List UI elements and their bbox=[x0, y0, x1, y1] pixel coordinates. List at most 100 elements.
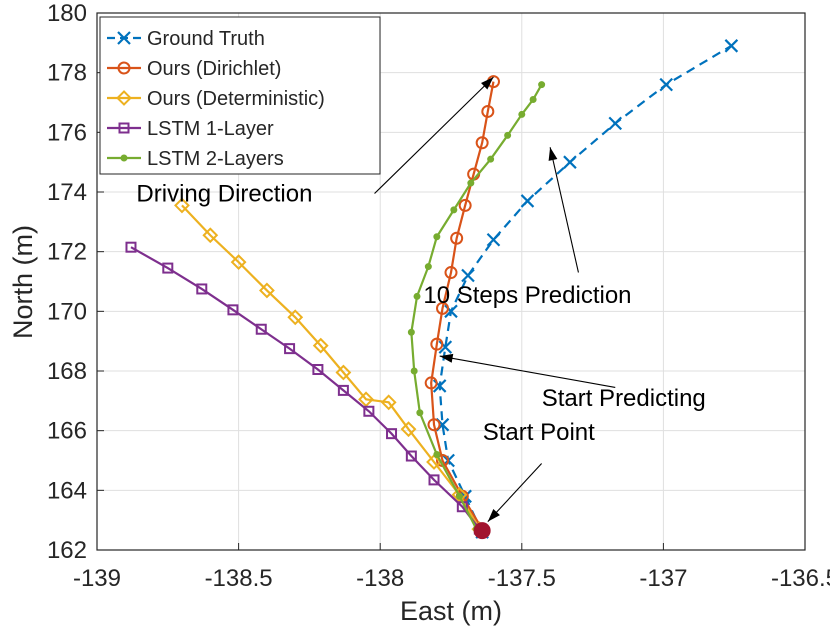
dot-marker bbox=[529, 96, 537, 104]
circle-marker bbox=[475, 136, 489, 150]
circle-marker bbox=[436, 301, 450, 315]
annotation-driving: Driving Direction bbox=[136, 76, 494, 207]
circle-marker bbox=[430, 337, 444, 351]
legend-label: Ours (Deterministic) bbox=[147, 88, 325, 110]
y-tick-label: 164 bbox=[47, 477, 87, 504]
circle-marker bbox=[424, 376, 438, 390]
diamond-marker bbox=[426, 454, 442, 470]
dot-marker bbox=[416, 409, 424, 417]
legend-label: LSTM 2-Layers bbox=[147, 148, 284, 170]
x-tick-label: -136.5 bbox=[771, 565, 830, 592]
x-marker bbox=[608, 116, 623, 131]
annotation-layer: Driving Direction 10 Steps Prediction Star… bbox=[136, 76, 706, 523]
square-marker bbox=[255, 323, 267, 335]
annotation-label: Start Predicting bbox=[542, 385, 706, 412]
annotation-arrow-head bbox=[487, 509, 500, 522]
annotation-arrow-head bbox=[481, 77, 494, 90]
square-marker bbox=[386, 428, 398, 440]
circle-marker bbox=[427, 418, 441, 432]
x-marker bbox=[659, 77, 674, 92]
dot-marker bbox=[455, 492, 463, 500]
legend-entry: Ours (Deterministic) bbox=[107, 88, 325, 110]
annotation-startpt: Start Point bbox=[483, 419, 595, 523]
legend-label: LSTM 1-Layer bbox=[147, 118, 274, 140]
annotation-arrow-line bbox=[439, 355, 616, 388]
circle-marker bbox=[458, 198, 472, 212]
annotation-arrow-head bbox=[548, 147, 558, 161]
dot-marker bbox=[538, 81, 546, 89]
legend-box bbox=[99, 16, 381, 175]
x-marker bbox=[724, 39, 739, 53]
diamond-marker bbox=[400, 421, 417, 438]
x-tick-label: -139 bbox=[73, 565, 121, 592]
legend-entry: Ours (Dirichlet) bbox=[107, 58, 281, 80]
x-tick-label: -138 bbox=[356, 565, 404, 592]
dot-marker bbox=[413, 292, 421, 300]
annotation-label: 10 Steps Prediction bbox=[423, 282, 631, 309]
x-marker bbox=[117, 31, 131, 45]
dot-marker bbox=[433, 233, 441, 241]
annotation-arrow-line bbox=[374, 76, 494, 194]
dot-marker bbox=[518, 110, 526, 118]
y-tick-label: 166 bbox=[47, 418, 87, 445]
diamond-marker bbox=[202, 227, 219, 244]
annotation-label: Driving Direction bbox=[136, 180, 312, 207]
y-tick-label: 174 bbox=[47, 179, 87, 206]
series-line bbox=[438, 44, 732, 533]
legend-entry: LSTM 1-Layer bbox=[107, 118, 274, 140]
square-marker bbox=[284, 343, 296, 355]
circle-marker bbox=[444, 266, 458, 280]
diamond-marker bbox=[287, 309, 304, 326]
diamond-marker bbox=[380, 394, 397, 411]
dot-marker bbox=[487, 155, 495, 163]
diamond-marker bbox=[116, 90, 132, 106]
x-marker bbox=[461, 268, 475, 283]
legend-label: Ground Truth bbox=[147, 28, 265, 50]
x-tick-labels: -139 -138.5 -138 -137.5 -137 -136.5 bbox=[73, 565, 830, 592]
annotation-arrow-line bbox=[487, 463, 543, 523]
dot-marker bbox=[504, 131, 512, 139]
dot-marker bbox=[120, 154, 128, 162]
square-marker bbox=[125, 241, 137, 253]
diamond-marker bbox=[259, 282, 275, 299]
legend-label: Ours (Dirichlet) bbox=[147, 58, 281, 80]
series-line bbox=[181, 204, 481, 530]
dot-marker bbox=[410, 367, 418, 375]
annotation-predicting: Start Predicting bbox=[439, 353, 706, 412]
x-tick-label: -137 bbox=[639, 565, 687, 592]
y-tick-labels: 162 164 166 168 170 172 174 176 178 180 bbox=[47, 0, 87, 564]
square-marker bbox=[363, 405, 375, 417]
dot-marker bbox=[450, 206, 458, 214]
legend-entry: Ground Truth bbox=[107, 28, 265, 50]
circle-marker bbox=[481, 104, 495, 118]
y-axis-label: North (m) bbox=[8, 225, 38, 339]
dot-marker bbox=[467, 179, 475, 187]
dot-marker bbox=[433, 451, 441, 459]
x-tick-label: -138.5 bbox=[205, 565, 273, 592]
y-tick-label: 172 bbox=[47, 239, 87, 266]
square-marker bbox=[162, 262, 174, 274]
series-ours-deterministic bbox=[174, 197, 488, 538]
y-tick-label: 178 bbox=[47, 60, 87, 87]
plot-area-border bbox=[96, 12, 806, 551]
y-tick-label: 162 bbox=[47, 537, 87, 564]
y-tick-label: 170 bbox=[47, 298, 87, 325]
annotation-arrow-line bbox=[549, 147, 579, 273]
annotation-label: Start Point bbox=[483, 419, 595, 446]
y-tick-label: 180 bbox=[47, 0, 87, 27]
square-marker bbox=[337, 384, 349, 396]
circle-marker bbox=[450, 231, 464, 245]
x-tick-label: -137.5 bbox=[488, 565, 556, 592]
square-marker bbox=[405, 450, 417, 462]
square-marker bbox=[312, 364, 324, 376]
diamond-marker bbox=[335, 364, 352, 381]
annotation-arrow-head bbox=[439, 353, 454, 363]
square-marker bbox=[428, 474, 440, 486]
series-layer bbox=[125, 39, 739, 540]
diamond-marker bbox=[230, 254, 247, 271]
legend: Ground Truth Ours (Dirichlet) Ours (Determ… bbox=[99, 16, 381, 175]
series-line bbox=[410, 84, 543, 530]
start-point-marker bbox=[473, 522, 491, 540]
x-marker bbox=[486, 232, 501, 247]
square-marker bbox=[118, 122, 130, 134]
